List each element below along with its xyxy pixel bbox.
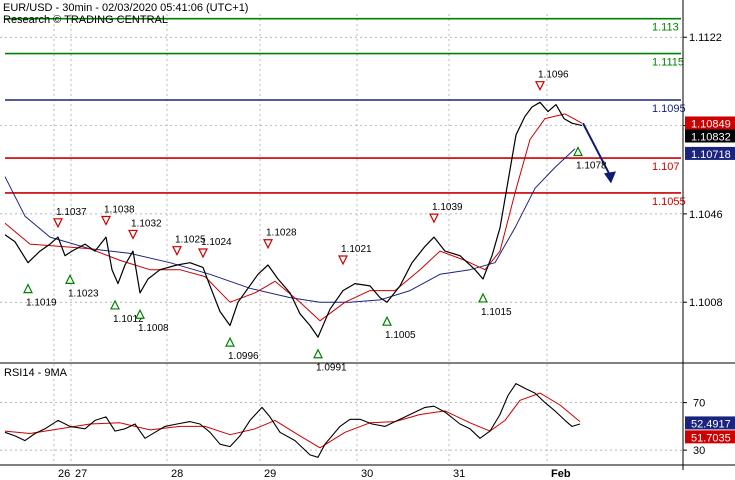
level-label: 1.107	[652, 161, 680, 173]
pivot-low-label: 1.1015	[481, 307, 512, 318]
level-lines: 1.113 1.1115 1.1095 1.107 1.1055	[5, 17, 686, 208]
pivot-high-label: 1.1024	[201, 237, 232, 248]
price-tag-label: 1.10718	[691, 149, 731, 161]
pivot-high-marker	[198, 248, 208, 259]
price-tag-box	[685, 116, 735, 130]
pivot-high-label: 1.1096	[538, 70, 569, 81]
pivot-low-label: 1.0991	[316, 363, 347, 374]
pivot-low-label: 1.1012	[113, 314, 144, 325]
moving-average-fast	[4, 113, 583, 322]
pivot-low-marker	[65, 274, 75, 284]
price-tag-label: 1.10832	[691, 131, 731, 143]
rsi-tick-label: 70	[693, 398, 705, 410]
pivot-low-label: 1.0996	[228, 351, 259, 362]
rsi-panel	[4, 383, 581, 458]
pivot-low-marker	[23, 283, 33, 294]
rsi-tag-box	[685, 416, 735, 430]
pivot-high-marker	[263, 239, 273, 250]
pivot-high-marker	[128, 229, 138, 240]
pivot-high-label: 1.1039	[432, 202, 463, 213]
price-series	[4, 101, 616, 338]
pivot-low-marker	[110, 299, 120, 310]
chart-title: EUR/USD - 30min - 02/03/2020 05:41:06 (U…	[3, 2, 249, 14]
rsi-tick-label: 30	[693, 445, 705, 457]
level-label: 1.1115	[652, 57, 684, 69]
date-label: 28	[171, 468, 183, 480]
price-line	[4, 101, 583, 338]
price-tick-label: 1.1046	[689, 209, 723, 221]
pivot-low-marker	[225, 336, 235, 347]
pivot-high-label: 1.1028	[266, 228, 297, 239]
pivot-low-marker	[478, 292, 488, 303]
grid-lines	[0, 14, 683, 462]
level-label: 1.1095	[652, 103, 686, 115]
price-tick-label: 1.1122	[689, 32, 722, 44]
date-label: 27	[75, 468, 87, 480]
pivot-high-marker	[535, 81, 545, 92]
level-label: 1.113	[652, 22, 679, 34]
pivot-high-marker	[101, 215, 111, 226]
date-label: 31	[453, 468, 465, 480]
rsi-tag-label: 51.7035	[691, 432, 731, 444]
pivot-low-marker	[573, 146, 583, 157]
pivot-low-label: 1.1023	[68, 288, 99, 299]
forecast-arrow-head	[604, 171, 616, 184]
forecast-arrow-shaft	[582, 122, 611, 176]
pivot-low-marker	[135, 308, 145, 319]
date-label: 26	[58, 468, 70, 480]
pivot-low-marker	[382, 315, 392, 326]
pivot-high-marker	[53, 218, 63, 229]
pivot-low-label: 1.1078	[576, 161, 607, 172]
price-tag-box	[685, 129, 735, 143]
price-tag-label: 1.10849	[691, 118, 731, 130]
pivot-high-marker	[338, 255, 348, 266]
chart-source: Research © TRADING CENTRAL	[3, 14, 168, 26]
date-label: 29	[264, 468, 276, 480]
date-label: 30	[361, 468, 373, 480]
pivot-high-marker	[429, 213, 439, 224]
rsi-tag-label: 52.4917	[691, 418, 731, 430]
moving-average-slow	[4, 148, 576, 303]
pivot-high-label: 1.1032	[131, 218, 162, 229]
rsi-tag-box	[685, 430, 735, 444]
pivot-low-label: 1.1019	[26, 298, 57, 309]
pivot-low-label: 1.1005	[385, 330, 416, 341]
price-tag-box	[685, 146, 735, 160]
pivot-high-label: 1.1021	[341, 244, 372, 255]
pivot-low-label: 1.1008	[138, 323, 169, 334]
rsi-title: RSI14 - 9MA	[4, 367, 67, 379]
level-label: 1.1055	[652, 196, 686, 208]
date-label: Feb	[551, 468, 571, 480]
pivot-high-label: 1.1037	[56, 207, 87, 218]
price-tick-label: 1.1008	[689, 297, 723, 309]
pivot-high-marker	[172, 246, 182, 257]
pivot-low-marker	[313, 348, 323, 359]
pivot-high-label: 1.1038	[104, 204, 135, 215]
pivot-high-label: 1.1025	[175, 235, 206, 246]
rsi-line	[4, 383, 581, 458]
rsi-moving-average	[4, 392, 581, 449]
